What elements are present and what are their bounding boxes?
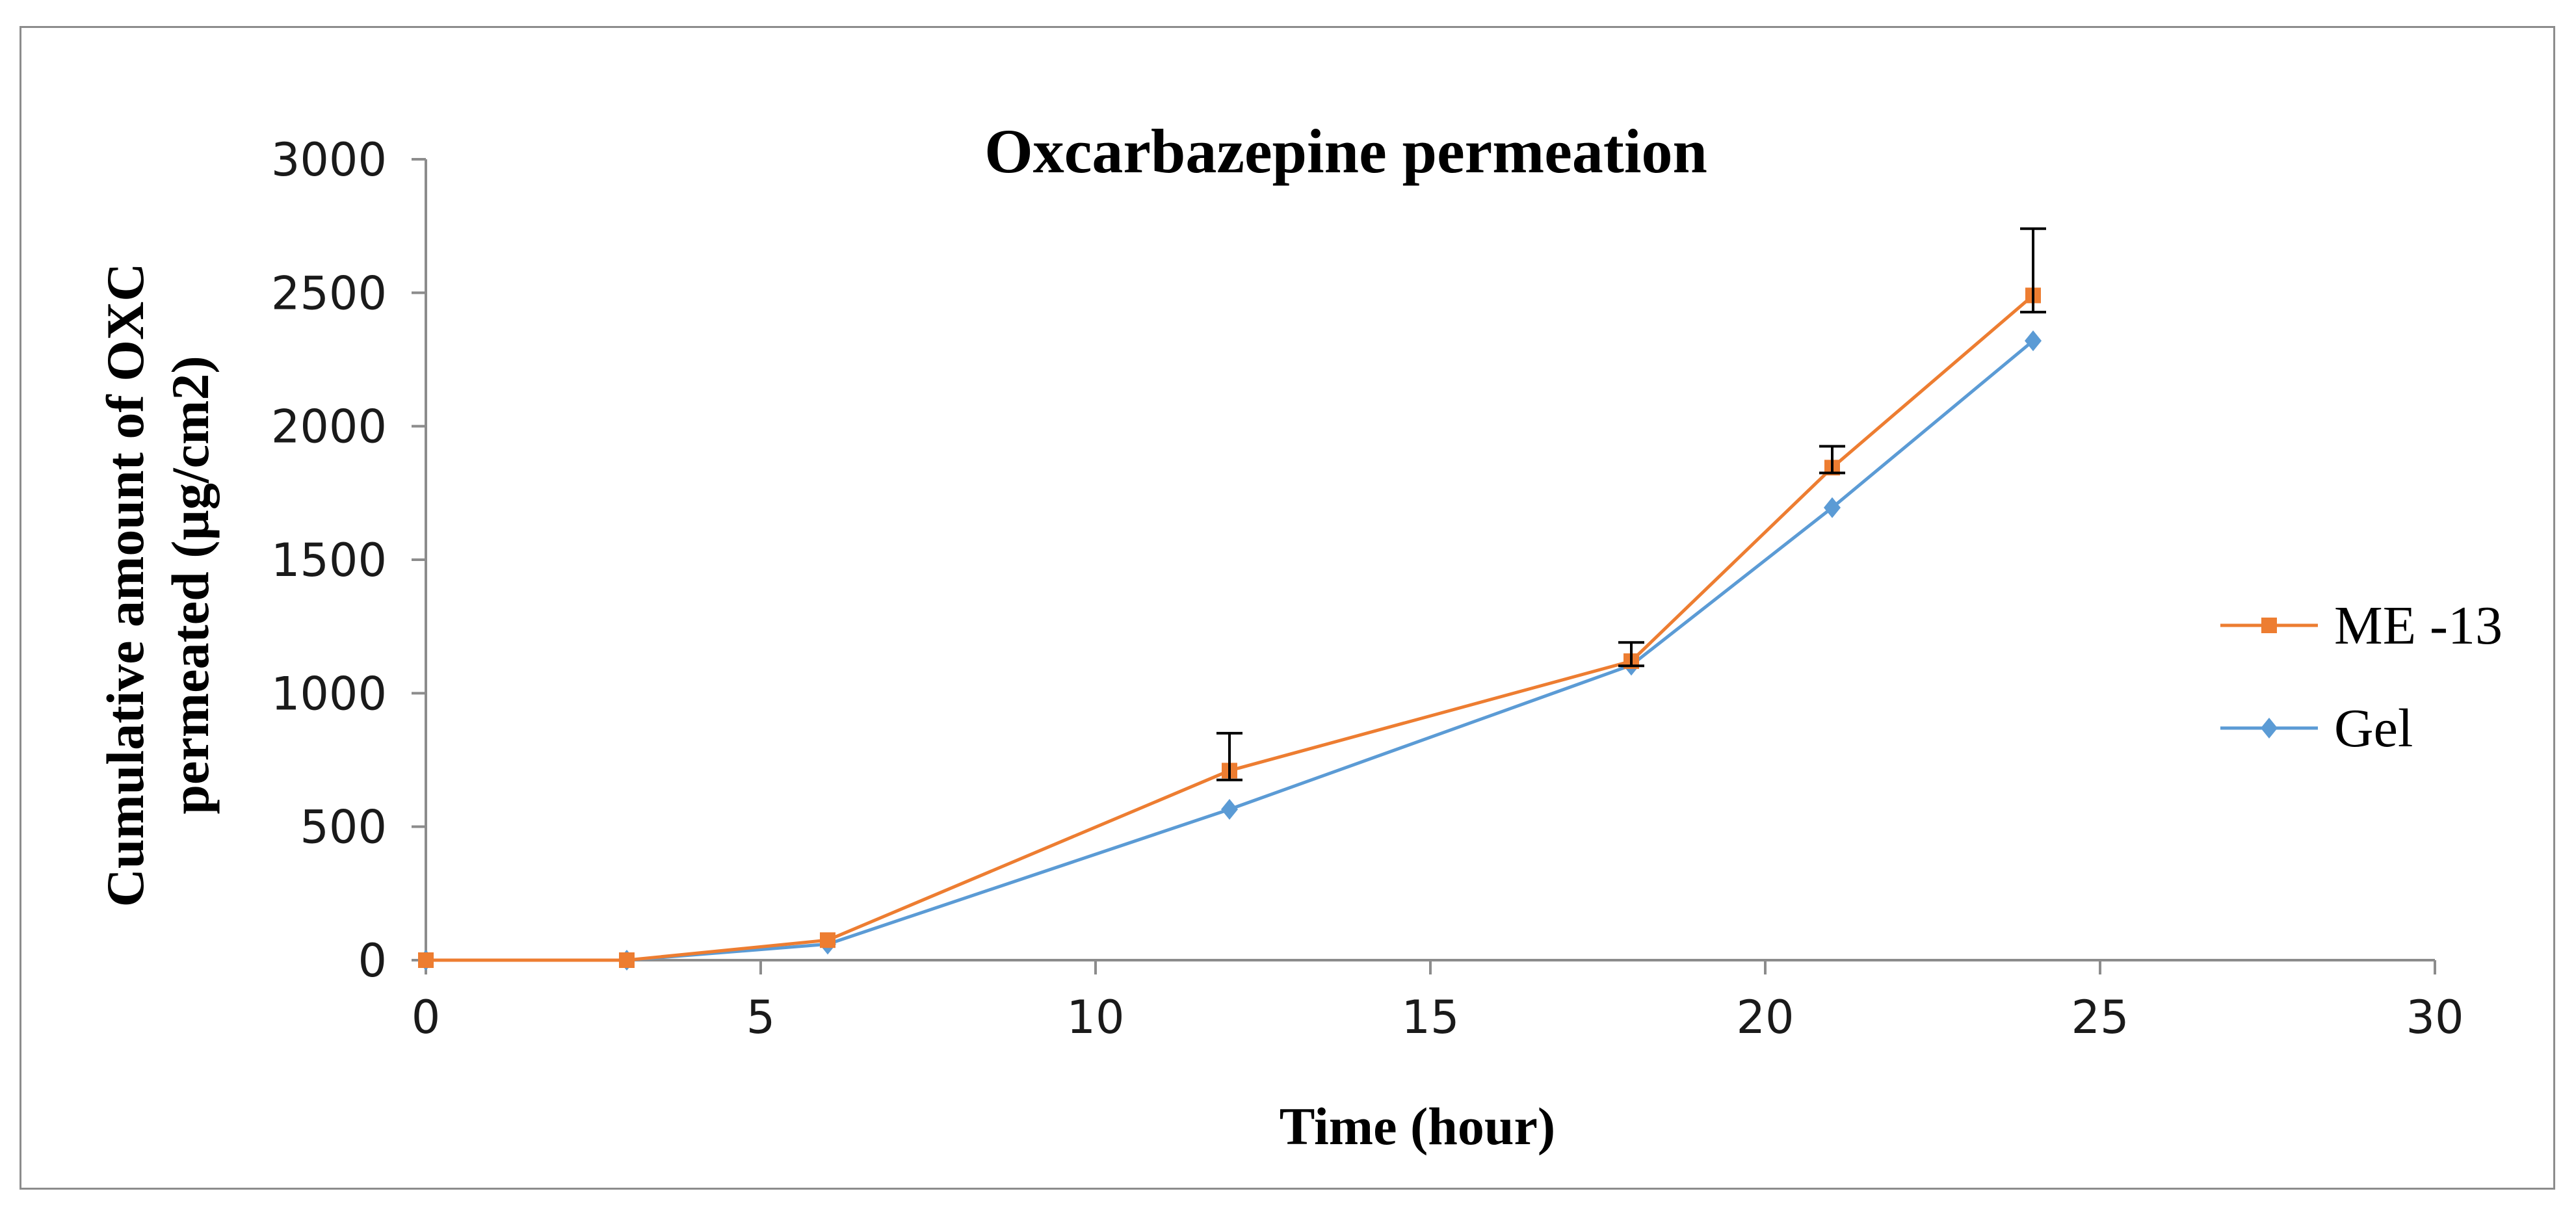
data-point-me-13 (418, 952, 434, 968)
chart-title: Oxcarbazepine permeation (984, 116, 1707, 186)
data-point-gel (1824, 497, 1841, 518)
x-tick-label: 30 (2406, 991, 2464, 1044)
y-tick-label: 1500 (271, 534, 387, 587)
data-point-gel (1221, 798, 1238, 820)
y-axis-title: Cumulative amount of OXC permeated (µg/c… (96, 263, 220, 908)
series-line-gel (426, 339, 2034, 962)
chart-frame (20, 26, 2555, 1190)
y-tick-label: 0 (358, 934, 387, 987)
y-axis-title-line2: permeated (µg/cm2) (161, 356, 220, 814)
x-tick-label: 0 (412, 991, 441, 1044)
data-point-me-13 (820, 932, 835, 948)
legend-marker-me-13 (2261, 618, 2277, 633)
legend: ME -13 Gel (2220, 595, 2503, 759)
legend-item-gel: Gel (2220, 698, 2413, 759)
legend-item-me-13: ME -13 (2220, 595, 2503, 656)
data-point-gel (2025, 330, 2042, 352)
series-gel (417, 330, 2042, 971)
series-line-me-13 (426, 294, 2034, 962)
legend-label-me-13: ME -13 (2334, 595, 2503, 656)
error-bar-me-13 (2020, 227, 2046, 314)
x-tick-label: 25 (2071, 991, 2129, 1044)
series-me-13 (418, 227, 2046, 968)
legend-marker-gel (2261, 718, 2278, 738)
error-bar-me-13 (1216, 731, 1242, 781)
y-tick-label: 2500 (271, 267, 387, 320)
x-tick-label: 5 (746, 991, 776, 1044)
legend-label-gel: Gel (2334, 698, 2413, 759)
data-point-me-13 (619, 952, 635, 968)
y-tick-label: 2000 (271, 400, 387, 454)
y-tick-label: 500 (300, 801, 387, 854)
axes: 0 500 1000 1500 2000 2500 3000 0 5 10 15 20 25 30 (271, 133, 2464, 1044)
y-tick-label: 1000 (271, 667, 387, 720)
y-tick-label: 3000 (271, 133, 387, 187)
error-bar-me-13 (1618, 641, 1644, 668)
x-axis-title: Time (hour) (1280, 1097, 1555, 1156)
y-axis-title-line1: Cumulative amount of OXC (96, 263, 155, 908)
x-tick-label: 10 (1066, 991, 1124, 1044)
x-tick-label: 20 (1736, 991, 1794, 1044)
series-layer (417, 227, 2046, 971)
error-bar-me-13 (1819, 445, 1845, 475)
x-tick-label: 15 (1401, 991, 1459, 1044)
